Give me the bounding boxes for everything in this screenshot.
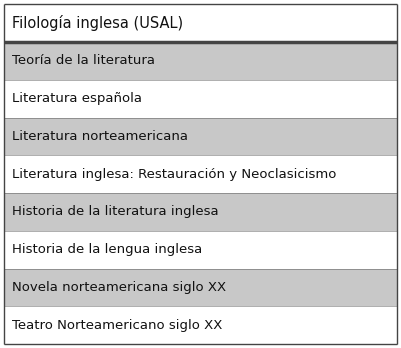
Text: Teatro Norteamericano siglo XX: Teatro Norteamericano siglo XX — [12, 319, 223, 332]
Text: Literatura española: Literatura española — [12, 92, 142, 105]
Bar — [4, 42, 397, 80]
Text: Teoría de la literatura: Teoría de la literatura — [12, 54, 155, 68]
Bar — [4, 4, 397, 42]
Text: Novela norteamericana siglo XX: Novela norteamericana siglo XX — [12, 281, 226, 294]
Bar — [4, 80, 397, 118]
Text: Filología inglesa (USAL): Filología inglesa (USAL) — [12, 15, 183, 31]
Text: Literatura inglesa: Restauración y Neoclasicismo: Literatura inglesa: Restauración y Neocl… — [12, 168, 336, 181]
Bar — [4, 118, 397, 155]
Text: Literatura norteamericana: Literatura norteamericana — [12, 130, 188, 143]
Bar — [4, 193, 397, 231]
Bar — [4, 231, 397, 269]
Bar — [4, 306, 397, 344]
Text: Historia de la lengua inglesa: Historia de la lengua inglesa — [12, 243, 202, 256]
Text: Historia de la literatura inglesa: Historia de la literatura inglesa — [12, 205, 219, 219]
Bar — [4, 155, 397, 193]
Bar — [4, 269, 397, 306]
